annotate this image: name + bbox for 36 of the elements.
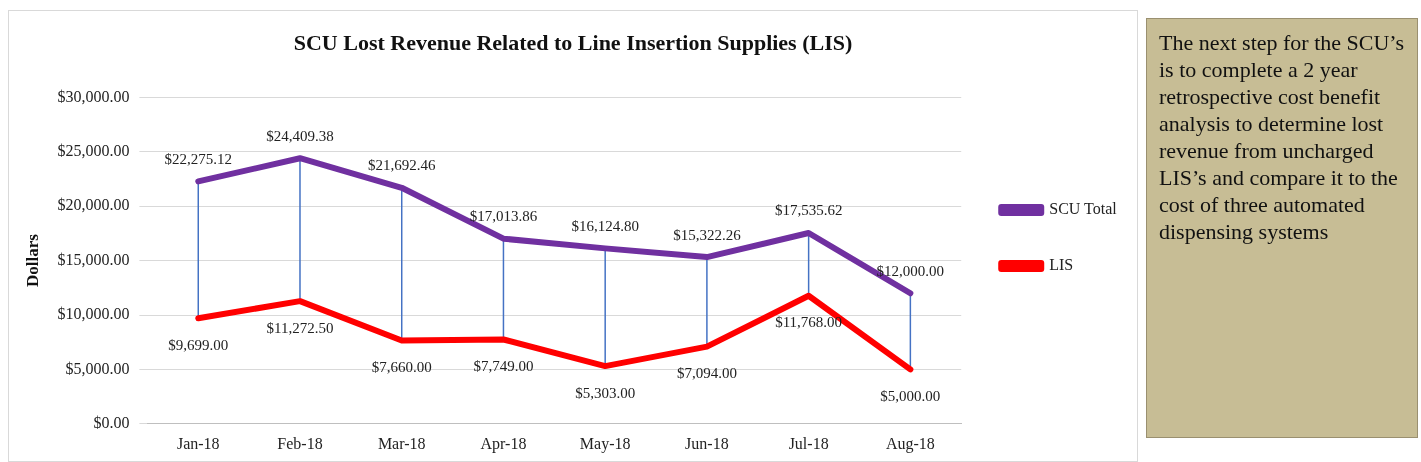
data-label: $7,749.00	[473, 357, 534, 374]
data-label: $5,000.00	[880, 387, 941, 404]
data-label: $21,692.46	[367, 157, 436, 174]
y-tick-label: $30,000.00	[57, 87, 130, 105]
data-label: $7,660.00	[371, 358, 432, 375]
x-tick-label: May-18	[579, 434, 631, 453]
data-label: $15,322.26	[673, 226, 742, 243]
y-tick-label: $0.00	[93, 414, 130, 431]
data-label: $17,535.62	[774, 202, 843, 219]
x-tick-label: Apr-18	[480, 434, 527, 453]
y-tick-label: $5,000.00	[65, 359, 130, 377]
data-label: $17,013.86	[469, 208, 538, 225]
legend-label: SCU Total	[1049, 200, 1118, 218]
data-label: $5,303.00	[575, 384, 636, 401]
data-label: $9,699.00	[168, 336, 229, 353]
x-tick-label: Jan-18	[176, 434, 220, 452]
data-label: $22,275.12	[164, 150, 233, 167]
legend-label: LIS	[1049, 256, 1074, 274]
x-tick-label: Feb-18	[277, 434, 323, 452]
text: The next step for the SCU’s is to complete a 2 year retrospective cost benefit analysis to determine lost revenue from uncharged LIS’s and compare it to the cost of three automated dispensing systems	[1146, 18, 1418, 438]
data-label: $24,409.38	[266, 127, 334, 144]
y-axis-title: Dollars	[22, 233, 42, 288]
data-label: $11,272.50	[266, 319, 334, 336]
data-label: $7,094.00	[676, 365, 737, 382]
data-label: $16,124.80	[571, 217, 639, 234]
data-label: $12,000.00	[876, 262, 945, 279]
y-tick-label: $10,000.00	[57, 305, 130, 323]
y-tick-label: $15,000.00	[57, 250, 130, 268]
x-tick-label: Jun-18	[685, 434, 729, 452]
y-tick-label: $20,000.00	[57, 196, 130, 214]
y-tick-label: $25,000.00	[57, 142, 130, 159]
x-tick-label: Aug-18	[885, 434, 935, 453]
x-tick-label: Jul-18	[788, 434, 829, 452]
data-label: $11,768.00	[775, 314, 843, 331]
x-tick-label: Mar-18	[377, 434, 426, 452]
chart-title: SCU Lost Revenue Related to Line Insertion Supplies (LIS)	[293, 29, 853, 55]
